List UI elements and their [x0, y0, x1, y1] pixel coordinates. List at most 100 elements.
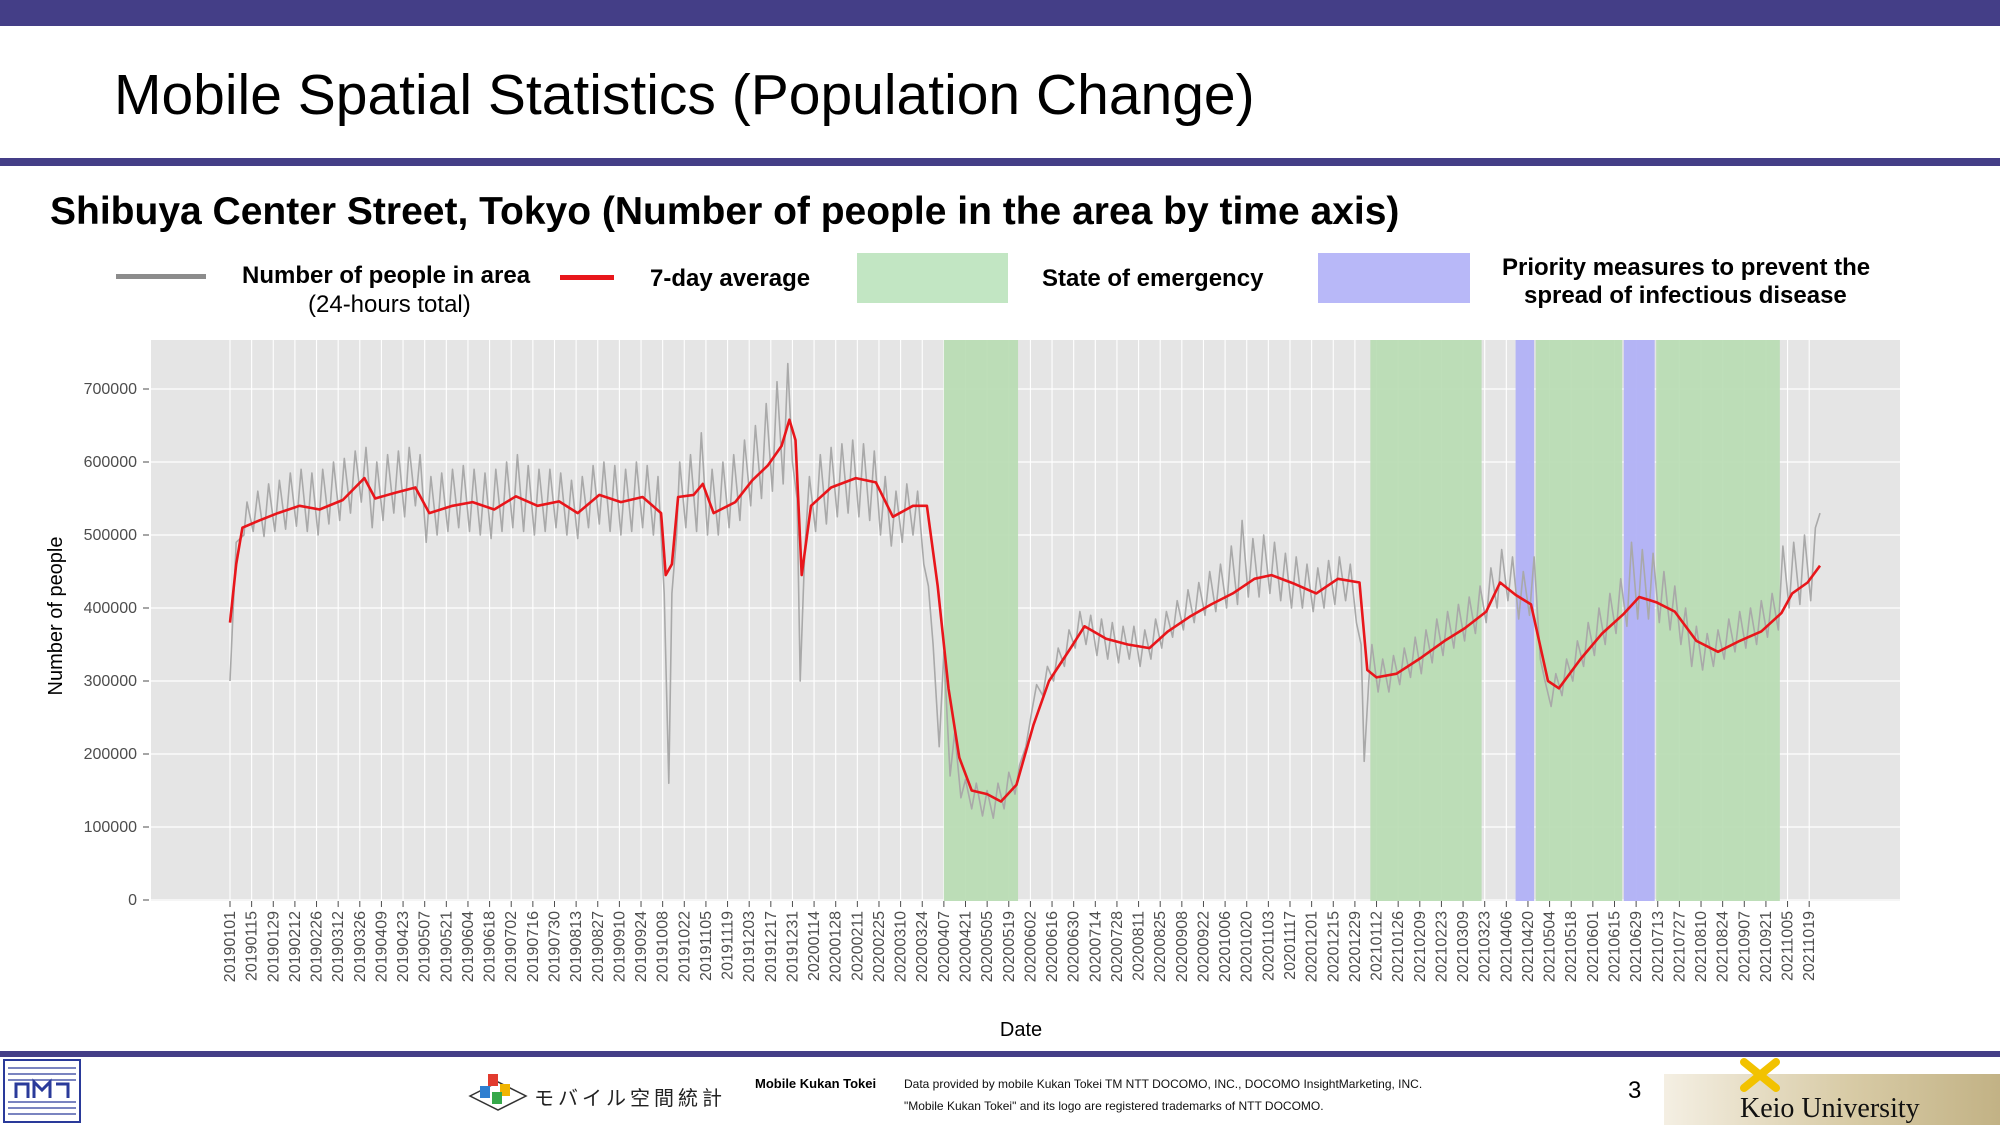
x-tick-label-26: 20191231 [784, 911, 801, 982]
x-tick-label-69: 20210824 [1715, 911, 1732, 982]
x-tick-label-63: 20210601 [1585, 911, 1602, 982]
x-tick-label-47: 20201020 [1239, 911, 1256, 982]
x-tick-label-48: 20201103 [1260, 911, 1277, 981]
x-tick-label-46: 20201006 [1217, 911, 1234, 982]
x-tick-label-6: 20190326 [352, 911, 369, 982]
x-tick-label-1: 20190115 [244, 911, 261, 981]
x-tick-label-45: 20200922 [1196, 911, 1213, 982]
y-tick-label-6: 600000 [84, 454, 137, 471]
mobile-kukan-tokei-logo-icon [468, 1074, 528, 1111]
x-tick-label-59: 20210406 [1498, 911, 1515, 982]
x-tick-label-13: 20190702 [503, 911, 520, 982]
x-tick-labels: 20190101 20190115 20190129 20190212 20190226… [222, 901, 1818, 982]
header-bar [0, 0, 2000, 26]
x-tick-label-9: 20190507 [417, 911, 434, 982]
y-tick-label-0: 0 [128, 892, 137, 909]
x-tick-label-22: 20191105 [698, 911, 715, 981]
x-tick-label-71: 20210921 [1758, 911, 1775, 982]
x-tick-label-24: 20191203 [741, 911, 758, 982]
x-tick-label-55: 20210209 [1412, 911, 1429, 982]
x-tick-label-56: 20210223 [1433, 911, 1450, 982]
y-tick-label-5: 500000 [84, 527, 137, 544]
x-tick-label-21: 20191022 [676, 911, 693, 982]
x-axis-title: Date [1000, 1019, 1042, 1041]
legend-raw-swatch [116, 274, 206, 279]
x-tick-label-19: 20190924 [633, 911, 650, 982]
y-tick-label-1: 100000 [84, 819, 137, 836]
legend-raw-label: Number of people in area [242, 262, 531, 289]
x-tick-label-34: 20200421 [958, 911, 975, 982]
x-tick-label-50: 20201201 [1304, 911, 1321, 982]
x-tick-label-27: 20200114 [806, 911, 823, 981]
legend-emergency-label: State of emergency [1042, 265, 1264, 292]
y-tick-label-7: 700000 [84, 381, 137, 398]
footer-credit-line2: "Mobile Kukan Tokei" and its logo are re… [904, 1099, 1324, 1113]
population-chart: 0 100000 200000 300000 400000 500000 600000 700… [45, 340, 1900, 1041]
raw-series-group [229, 362, 1821, 819]
y-tick-label-2: 200000 [84, 746, 137, 763]
x-tick-label-37: 20200602 [1022, 911, 1039, 982]
x-tick-label-36: 20200519 [1001, 911, 1018, 982]
x-tick-label-10: 20190521 [438, 911, 455, 982]
x-tick-label-58: 20210323 [1477, 911, 1494, 982]
x-tick-label-53: 20210112 [1369, 911, 1386, 981]
x-tick-label-38: 20200616 [1044, 911, 1061, 982]
x-tick-label-57: 20210309 [1455, 911, 1472, 982]
x-tick-label-43: 20200825 [1152, 911, 1169, 982]
title-divider [0, 158, 2000, 166]
x-tick-label-40: 20200714 [1087, 911, 1104, 982]
x-tick-label-60: 20210420 [1520, 911, 1537, 982]
y-tick-labels: 0 100000 200000 300000 400000 500000 600000 700… [84, 381, 149, 909]
x-tick-label-25: 20191217 [763, 911, 780, 982]
x-tick-label-68: 20210810 [1693, 911, 1710, 982]
emergency-band-0 [943, 340, 1019, 901]
keio-banner [1664, 1074, 2000, 1125]
legend-avg-label: 7-day average [650, 265, 811, 292]
page-number: 3 [1628, 1077, 1642, 1104]
x-tick-label-35: 20200505 [979, 911, 996, 982]
y-axis-title: Number of people [45, 537, 67, 696]
university-name: Keio University [1740, 1093, 1920, 1124]
x-tick-label-29: 20200211 [849, 911, 866, 981]
x-tick-label-73: 20211019 [1801, 911, 1818, 981]
series-line-raw [229, 362, 1821, 819]
x-tick-label-2: 20190129 [265, 911, 282, 982]
footer-credit-line1: Data provided by mobile Kukan Tokei TM N… [904, 1077, 1423, 1091]
x-tick-label-42: 20200811 [1131, 911, 1148, 981]
mobile-kukan-tokei-logo-text: モバイル空間統計 [534, 1088, 726, 1110]
x-tick-label-8: 20190423 [395, 911, 412, 982]
x-tick-label-28: 20200128 [828, 911, 845, 982]
priority-measures-band-2 [1515, 340, 1535, 901]
x-tick-label-15: 20190730 [547, 911, 564, 982]
x-tick-label-4: 20190226 [309, 911, 326, 982]
x-tick-label-65: 20210629 [1628, 911, 1645, 982]
x-tick-label-64: 20210615 [1607, 911, 1624, 982]
footer-brand: Mobile Kukan Tokei [755, 1076, 877, 1091]
x-tick-label-31: 20200310 [893, 911, 910, 982]
emergency-band-5 [1656, 340, 1780, 901]
x-tick-label-20: 20191008 [655, 911, 672, 982]
x-tick-label-52: 20201229 [1347, 911, 1364, 982]
x-tick-label-23: 20191119 [720, 911, 737, 980]
series-line-7day-average [228, 418, 1822, 803]
legend-avg-swatch [560, 275, 614, 280]
x-tick-label-7: 20190409 [373, 911, 390, 982]
footer-divider [0, 1051, 2000, 1057]
y-tick-label-3: 300000 [84, 673, 137, 690]
x-tick-label-11: 20190604 [460, 911, 477, 982]
emergency-band-3 [1535, 340, 1623, 901]
x-tick-label-49: 20201117 [1282, 911, 1299, 980]
x-tick-label-62: 20210518 [1563, 911, 1580, 982]
x-tick-label-30: 20200225 [871, 911, 888, 982]
legend-priority-swatch [1318, 253, 1470, 303]
lab-logo-icon [3, 1059, 81, 1123]
x-tick-label-39: 20200630 [1066, 911, 1083, 982]
x-tick-label-5: 20190312 [330, 911, 347, 982]
y-tick-label-4: 400000 [84, 600, 137, 617]
legend-priority-label-line1: Priority measures to prevent the [1502, 254, 1871, 281]
slide-title: Mobile Spatial Statistics (Population Ch… [114, 63, 1255, 127]
x-tick-label-12: 20190618 [482, 911, 499, 982]
x-tick-label-14: 20190716 [525, 911, 542, 982]
x-tick-label-17: 20190827 [590, 911, 607, 982]
legend-priority-label-line2: spread of infectious disease [1524, 282, 1847, 309]
